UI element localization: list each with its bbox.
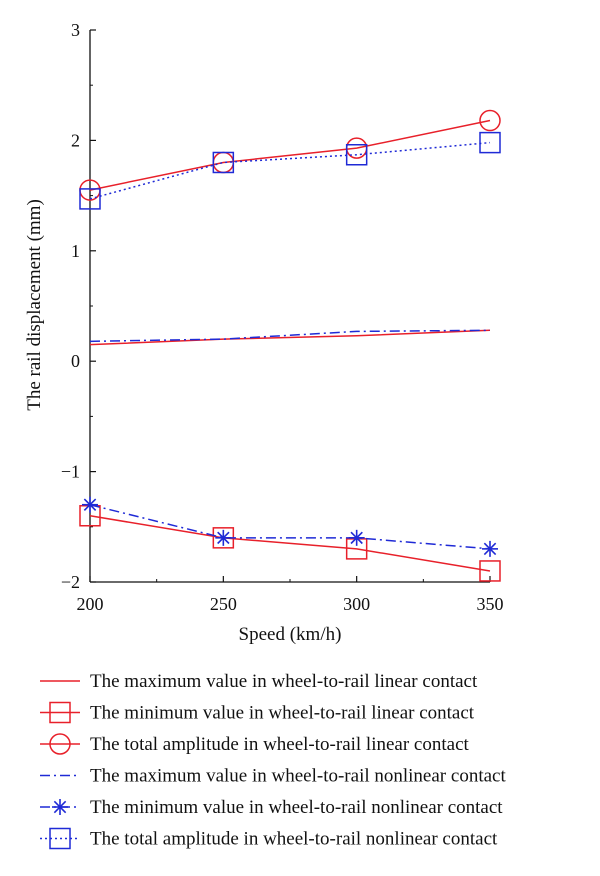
series-5 — [82, 496, 498, 557]
square-marker — [345, 144, 368, 166]
star-marker — [52, 799, 68, 815]
legend-label: The maximum value in wheel-to-rail linea… — [90, 671, 478, 692]
legend-label: The total amplitude in wheel-to-rail lin… — [90, 734, 470, 755]
series-4 — [89, 329, 491, 343]
legend-item: The maximum value in wheel-to-rail nonli… — [40, 766, 506, 787]
x-tick-label: 350 — [477, 594, 504, 614]
y-tick-label: −2 — [61, 572, 80, 592]
x-tick-label: 250 — [210, 594, 237, 614]
series-line — [89, 329, 491, 343]
y-tick-label: 2 — [71, 130, 80, 150]
legend-label: The total amplitude in wheel-to-rail non… — [90, 829, 498, 850]
square-marker — [49, 701, 71, 724]
series-6 — [79, 131, 501, 210]
y-tick-label: −1 — [61, 462, 80, 482]
square-marker — [49, 827, 71, 850]
star-marker — [348, 529, 365, 546]
y-axis-title: The rail displacement (mm) — [24, 199, 45, 411]
legend-label: The minimum value in wheel-to-rail nonli… — [90, 797, 503, 818]
series-2 — [79, 505, 501, 582]
series-line — [89, 119, 491, 191]
square-marker — [212, 151, 235, 174]
x-tick-label: 200 — [77, 594, 104, 614]
star-marker — [82, 496, 98, 513]
x-tick-label: 300 — [343, 594, 370, 614]
series-3 — [79, 109, 501, 201]
legend-item: The total amplitude in wheel-to-rail lin… — [40, 733, 470, 755]
x-axis-title: Speed (km/h) — [239, 624, 342, 645]
series-layer — [79, 109, 501, 582]
legend-label: The minimum value in wheel-to-rail linea… — [90, 703, 475, 724]
y-tick-label: 3 — [71, 20, 80, 40]
circle-marker — [49, 733, 71, 755]
series-line — [89, 141, 491, 200]
y-tick-label: 1 — [71, 241, 80, 261]
square-marker — [479, 560, 501, 582]
legend-label: The maximum value in wheel-to-rail nonli… — [90, 766, 506, 787]
series-1 — [89, 329, 491, 346]
square-marker — [79, 188, 101, 210]
square-marker — [479, 131, 501, 154]
legend-item: The maximum value in wheel-to-rail linea… — [40, 671, 478, 692]
axes: −2 −1 0 1 2 3 200 250 300 350 — [61, 20, 504, 614]
series-line — [89, 329, 491, 346]
y-tick-label: 0 — [71, 351, 80, 371]
star-marker — [215, 529, 232, 546]
legend: The maximum value in wheel-to-rail linea… — [40, 671, 506, 850]
star-marker — [482, 540, 498, 557]
series-line — [89, 503, 491, 550]
legend-item: The total amplitude in wheel-to-rail non… — [40, 827, 498, 850]
legend-item: The minimum value in wheel-to-rail nonli… — [40, 797, 503, 818]
legend-item: The minimum value in wheel-to-rail linea… — [40, 701, 475, 724]
series-line — [89, 515, 491, 572]
circle-marker — [479, 109, 501, 132]
